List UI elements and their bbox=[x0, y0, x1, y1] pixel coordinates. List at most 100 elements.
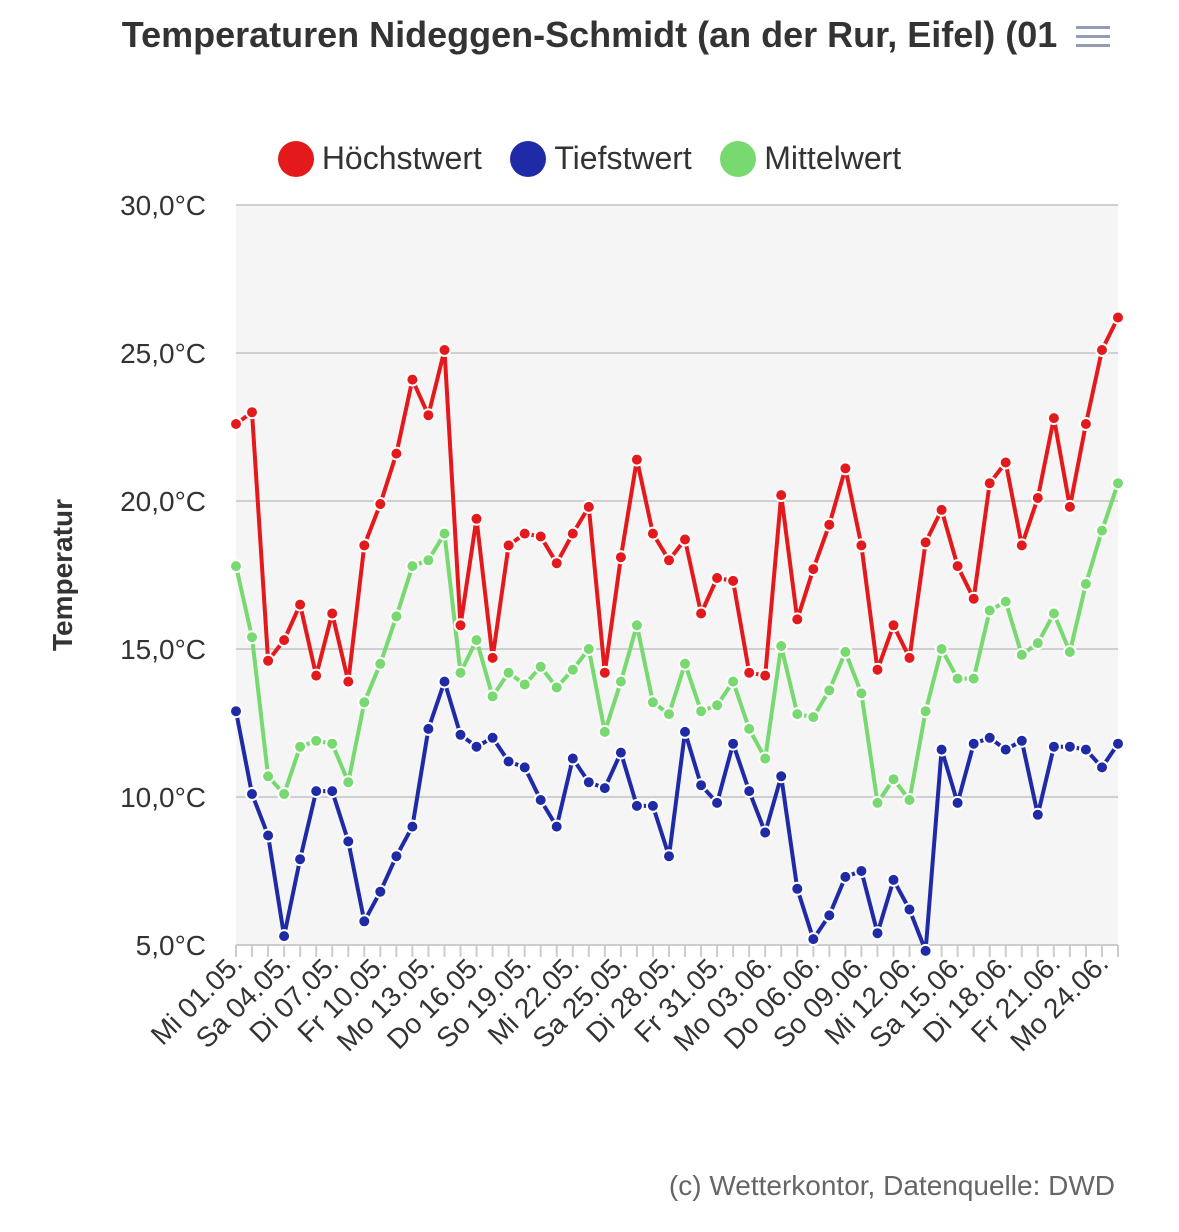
data-point bbox=[453, 618, 468, 633]
y-tick-label: 30,0°C bbox=[120, 190, 206, 221]
data-point bbox=[966, 671, 981, 686]
data-point bbox=[1046, 606, 1061, 621]
data-point bbox=[950, 671, 965, 686]
data-point bbox=[389, 849, 404, 864]
legend-item-tiefstwert[interactable]: Tiefstwert bbox=[510, 140, 692, 177]
data-point bbox=[854, 686, 869, 701]
data-point bbox=[662, 707, 676, 722]
data-point bbox=[293, 739, 308, 754]
data-point bbox=[1030, 491, 1045, 505]
data-point bbox=[533, 659, 548, 674]
data-point bbox=[469, 633, 484, 648]
data-point bbox=[694, 606, 709, 621]
data-point bbox=[613, 550, 628, 565]
data-point bbox=[229, 417, 243, 431]
data-point bbox=[373, 884, 388, 899]
data-point bbox=[742, 721, 757, 736]
data-point bbox=[405, 559, 420, 574]
data-point bbox=[565, 526, 580, 541]
data-point bbox=[950, 559, 965, 574]
data-point bbox=[710, 795, 725, 810]
data-point bbox=[1111, 736, 1125, 751]
legend-item-hoechstwert[interactable]: Höchstwert bbox=[277, 140, 482, 177]
menu-line bbox=[1076, 35, 1110, 38]
data-point bbox=[485, 730, 500, 745]
data-point bbox=[341, 674, 356, 689]
data-point bbox=[325, 736, 340, 751]
data-point bbox=[1095, 343, 1109, 357]
data-point bbox=[678, 656, 692, 671]
data-point bbox=[758, 751, 773, 766]
data-point bbox=[902, 650, 917, 665]
data-point bbox=[790, 707, 805, 722]
data-point bbox=[341, 775, 356, 790]
y-tick-label: 20,0°C bbox=[120, 486, 206, 517]
data-point bbox=[998, 742, 1013, 757]
data-point bbox=[790, 612, 805, 627]
data-point bbox=[1078, 417, 1093, 431]
data-point bbox=[1062, 645, 1077, 659]
data-point bbox=[838, 461, 853, 476]
data-point bbox=[870, 662, 885, 677]
data-point bbox=[357, 695, 372, 710]
hamburger-menu-icon[interactable] bbox=[1072, 20, 1114, 60]
data-point bbox=[886, 618, 901, 633]
data-point bbox=[758, 668, 773, 683]
data-point bbox=[389, 609, 404, 624]
data-point bbox=[421, 553, 436, 568]
data-point bbox=[405, 372, 420, 387]
data-point bbox=[662, 553, 676, 568]
data-point bbox=[934, 642, 949, 656]
data-point bbox=[565, 662, 580, 677]
data-point bbox=[501, 665, 516, 680]
legend-symbol bbox=[720, 140, 757, 177]
data-point bbox=[806, 710, 821, 725]
data-point bbox=[549, 556, 564, 571]
data-point bbox=[629, 618, 644, 633]
data-point bbox=[1078, 576, 1093, 591]
data-point bbox=[822, 908, 837, 923]
data-point bbox=[854, 538, 869, 553]
data-point bbox=[742, 784, 757, 799]
data-point bbox=[581, 775, 596, 790]
data-point bbox=[341, 834, 356, 849]
data-point bbox=[1111, 310, 1125, 325]
data-point bbox=[421, 721, 436, 736]
data-point bbox=[533, 529, 548, 544]
data-point bbox=[229, 559, 243, 574]
data-point bbox=[1030, 807, 1045, 822]
credits[interactable]: (c) Wetterkontor, Datenquelle: DWD bbox=[668, 1170, 1115, 1201]
data-point bbox=[613, 674, 628, 689]
data-point bbox=[774, 769, 789, 784]
data-point bbox=[1095, 523, 1109, 538]
data-point bbox=[710, 571, 725, 585]
data-point bbox=[549, 819, 564, 834]
legend-label: Mittelwert bbox=[764, 140, 902, 176]
data-point bbox=[870, 795, 885, 810]
data-point bbox=[517, 760, 532, 775]
data-point bbox=[325, 606, 340, 621]
data-point bbox=[629, 452, 644, 467]
data-point bbox=[694, 704, 709, 719]
legend: Höchstwert Tiefstwert Mittelwert bbox=[0, 140, 1179, 182]
legend-item-mittelwert[interactable]: Mittelwert bbox=[720, 140, 901, 177]
data-point bbox=[421, 408, 436, 423]
plot-background bbox=[236, 205, 1118, 945]
data-point bbox=[822, 683, 837, 698]
data-point bbox=[613, 745, 628, 760]
data-point bbox=[533, 793, 548, 807]
data-point bbox=[982, 730, 997, 745]
data-point bbox=[373, 656, 388, 671]
y-tick-label: 10,0°C bbox=[120, 782, 206, 813]
data-point bbox=[1014, 538, 1029, 553]
data-point bbox=[982, 476, 997, 491]
chart-title: Temperaturen Nideggen-Schmidt (an der Ru… bbox=[121, 14, 1058, 55]
data-point bbox=[485, 689, 500, 704]
y-tick-label: 25,0°C bbox=[120, 338, 206, 369]
legend-label: Tiefstwert bbox=[554, 140, 692, 176]
data-point bbox=[950, 795, 965, 810]
y-tick-label: 15,0°C bbox=[120, 634, 206, 665]
data-point bbox=[774, 488, 789, 503]
data-point bbox=[293, 852, 308, 867]
